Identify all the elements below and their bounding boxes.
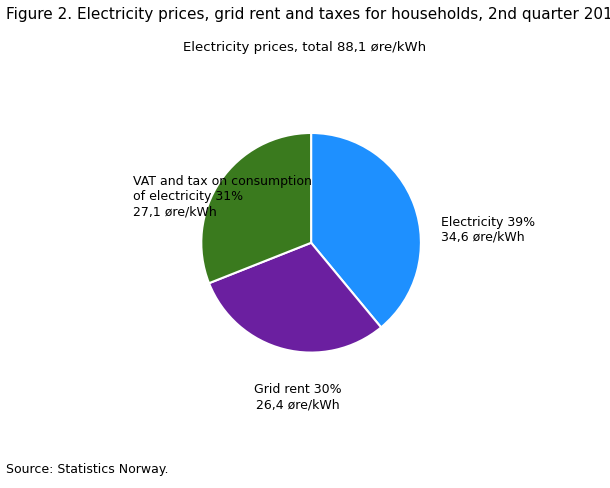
Wedge shape bbox=[311, 133, 421, 327]
Wedge shape bbox=[209, 243, 381, 352]
Text: VAT and tax on consumption
of electricity 31%
27,1 øre/kWh: VAT and tax on consumption of electricit… bbox=[133, 175, 312, 218]
Text: Electricity 39%
34,6 øre/kWh: Electricity 39% 34,6 øre/kWh bbox=[440, 216, 535, 244]
Text: Electricity prices, total 88,1 øre/kWh: Electricity prices, total 88,1 øre/kWh bbox=[184, 41, 426, 55]
Text: Source: Statistics Norway.: Source: Statistics Norway. bbox=[6, 463, 168, 476]
Text: Figure 2. Electricity prices, grid rent and taxes for households, 2nd quarter 20: Figure 2. Electricity prices, grid rent … bbox=[6, 7, 610, 22]
Text: Grid rent 30%
26,4 øre/kWh: Grid rent 30% 26,4 øre/kWh bbox=[254, 384, 342, 411]
Wedge shape bbox=[201, 133, 311, 283]
